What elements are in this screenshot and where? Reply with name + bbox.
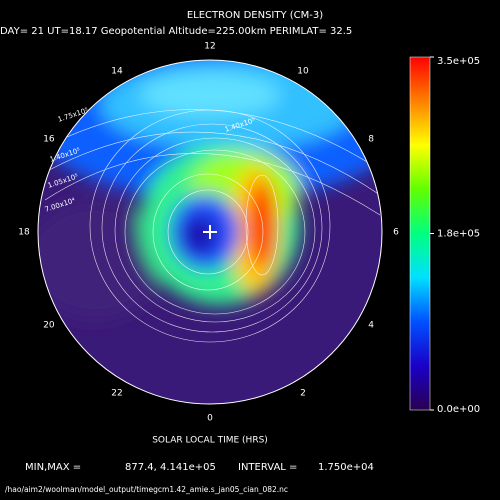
hour-label: 0: [207, 414, 213, 424]
colorbar: [409, 56, 431, 411]
colorbar-tick-label: 0.0e+00: [437, 404, 480, 415]
footer-minmax-label: MIN,MAX =: [25, 462, 81, 473]
hour-label: 14: [111, 66, 123, 76]
hour-label: 4: [368, 321, 374, 331]
subtitle: DAY= 21 UT=18.17 Geopotential Altitude=2…: [0, 26, 352, 37]
x-axis-label: SOLAR LOCAL TIME (HRS): [152, 436, 268, 446]
colorbar-tick-label: 3.5e+05: [437, 56, 480, 67]
footer-minmax: 877.4, 4.141e+05: [125, 462, 216, 473]
hour-label: 6: [393, 228, 399, 238]
hour-label: 2: [300, 389, 306, 399]
hour-label: 10: [297, 66, 309, 76]
footer-interval: 1.750e+04: [318, 462, 374, 473]
footer-interval-label: INTERVAL =: [238, 462, 297, 473]
hour-label: 20: [43, 321, 55, 331]
hour-label: 18: [18, 228, 30, 238]
hour-label: 8: [368, 135, 374, 145]
hour-label: 16: [43, 135, 55, 145]
colorbar-tick-label: 1.8e+05: [437, 229, 480, 240]
density-field: [38, 60, 382, 404]
title: ELECTRON DENSITY (CM-3): [187, 10, 323, 21]
hour-label: 12: [204, 42, 215, 52]
hour-label: 22: [111, 389, 122, 399]
pole-marker: [203, 225, 217, 239]
boundary: [37, 59, 383, 405]
file-path: /hao/aim2/woolman/model_output/timegcm1.…: [5, 485, 288, 494]
